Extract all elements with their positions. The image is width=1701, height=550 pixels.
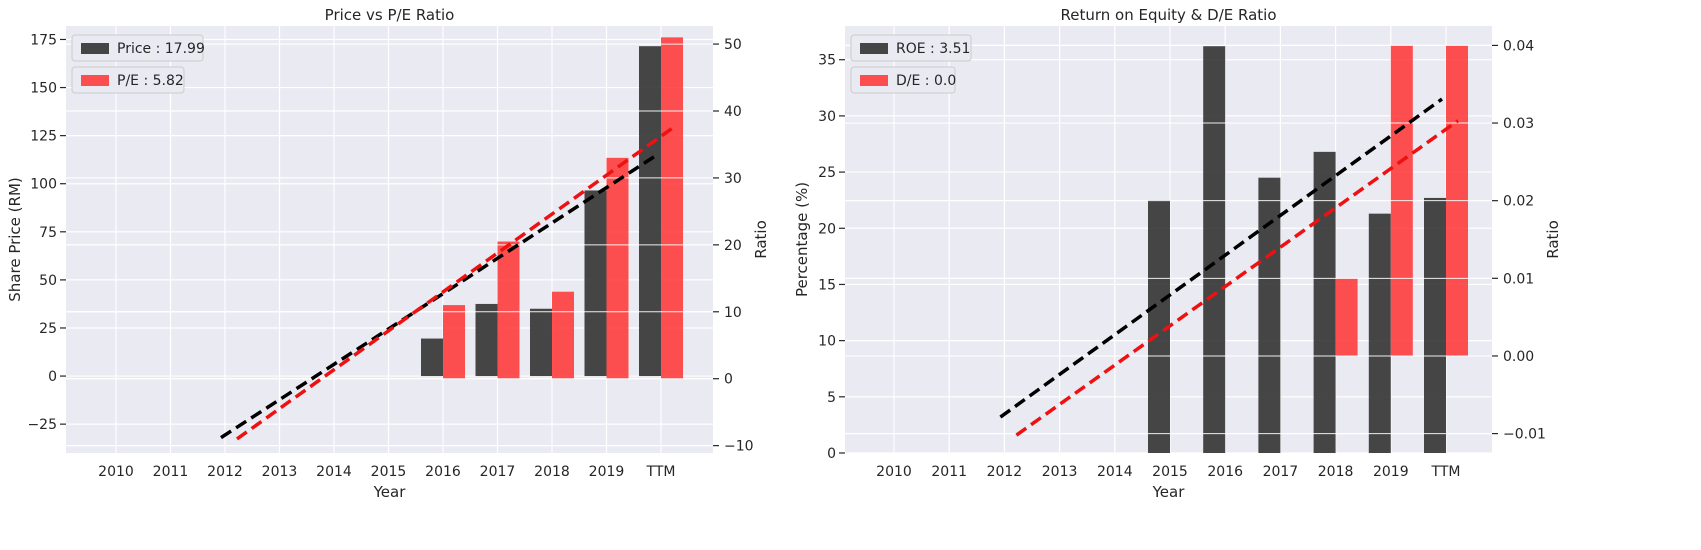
- legend-swatch: [860, 75, 888, 86]
- x-tick-label: 2019: [589, 464, 625, 480]
- y-tick-label: 50: [39, 273, 57, 289]
- y-right-tick-label: 0.03: [1503, 116, 1534, 132]
- y-right-tick-label: 20: [724, 238, 742, 254]
- x-tick-label: 2013: [262, 464, 298, 480]
- x-axis-label: Year: [373, 483, 407, 501]
- x-tick-label: 2019: [1373, 464, 1409, 480]
- legend-secondary: P/E : 5.82: [71, 66, 185, 94]
- y-tick-label: 175: [30, 32, 57, 48]
- bar-primary-2015: [1148, 200, 1170, 453]
- legend-box: [850, 34, 972, 62]
- trend-line-primary: [999, 97, 1444, 419]
- x-tick-label: 2010: [98, 464, 134, 480]
- y-tick-label: 150: [30, 81, 57, 97]
- y-tick-label: 0: [48, 369, 57, 385]
- trend-line-primary: [220, 153, 658, 440]
- y-tick-label: 5: [827, 390, 836, 406]
- y-right-tick-label: 40: [724, 104, 742, 120]
- x-tick-label: TTM: [646, 464, 676, 480]
- bar-secondary-2018: [1335, 278, 1358, 356]
- x-tick-label: 2012: [987, 464, 1023, 480]
- x-tick-label: 2016: [1207, 464, 1243, 480]
- y-tick-label: 25: [39, 321, 57, 337]
- y-tick-label: 100: [30, 177, 57, 193]
- bar-primary-2019: [584, 190, 607, 377]
- x-tick-label: 2017: [480, 464, 516, 480]
- y-right-tick-label: 10: [724, 305, 742, 321]
- chart-panel-2: 0 5 10 15 20 25 30 35 −0.01 0.00 0.01 0.02 0.03 0.04 2…: [793, 6, 1562, 501]
- x-tick-label: 2015: [1152, 464, 1188, 480]
- y-tick-label: 35: [818, 53, 836, 69]
- y-tick-label: 0: [827, 446, 836, 462]
- y-tick-label: 75: [39, 225, 57, 241]
- bar-primary-2016: [421, 338, 443, 377]
- y-right-axis-label: Ratio: [1544, 220, 1562, 259]
- legend-primary: Price : 17.99: [71, 34, 205, 62]
- bar-primary-2018: [530, 308, 552, 377]
- x-tick-label: 2011: [153, 464, 189, 480]
- x-tick-label: 2015: [371, 464, 407, 480]
- x-tick-label: 2011: [931, 464, 967, 480]
- bar-primary-2016: [1203, 46, 1226, 453]
- bar-secondary-2019: [606, 157, 629, 379]
- bar-primary-TTM: [1424, 197, 1446, 453]
- bar-primary-2019: [1368, 213, 1391, 453]
- y-right-tick-label: −0.01: [1503, 427, 1546, 443]
- y-right-tick-label: 50: [724, 37, 742, 53]
- legend-swatch: [81, 43, 109, 54]
- x-tick-label: 2010: [876, 464, 912, 480]
- y-tick-label: −25: [27, 417, 57, 433]
- x-tick-label: 2018: [534, 464, 570, 480]
- bar-primary-2017: [1258, 177, 1281, 453]
- y-tick-label: 15: [818, 277, 836, 293]
- bar-primary-2018: [1313, 151, 1336, 453]
- y-right-tick-label: 0.00: [1503, 349, 1534, 365]
- x-tick-label: TTM: [1431, 464, 1461, 480]
- legend-swatch: [860, 43, 888, 54]
- chart-title: Price vs P/E Ratio: [325, 6, 455, 24]
- y-axis-label: Percentage (%): [793, 182, 811, 297]
- y-axis-label: Share Price (RM): [6, 177, 24, 301]
- chart-panel-1: −25 0 25 50 75 100 125 150 175 −10 0 10 20 30 40 50 2010…: [6, 6, 770, 501]
- legend-label: D/E : 0.0: [896, 73, 956, 89]
- x-tick-label: 2014: [1097, 464, 1133, 480]
- bar-secondary-2017: [497, 241, 520, 379]
- x-axis-label: Year: [1152, 483, 1186, 501]
- legend-label: ROE : 3.51: [896, 41, 970, 57]
- trend-line-secondary: [1015, 119, 1460, 437]
- y-tick-label: 30: [818, 109, 836, 125]
- legend-secondary: D/E : 0.0: [850, 66, 956, 94]
- y-tick-label: 125: [30, 129, 57, 145]
- legend-label: P/E : 5.82: [117, 73, 184, 89]
- y-tick-label: 25: [818, 165, 836, 181]
- legend-swatch: [81, 75, 109, 86]
- y-right-tick-label: 0: [724, 372, 733, 388]
- y-right-tick-label: −10: [724, 439, 754, 455]
- y-right-tick-label: 0.04: [1503, 38, 1534, 54]
- y-right-axis-label: Ratio: [752, 220, 770, 259]
- y-right-tick-label: 30: [724, 171, 742, 187]
- x-tick-label: 2012: [207, 464, 243, 480]
- legend-box: [850, 66, 956, 94]
- legend-label: Price : 17.99: [117, 41, 205, 57]
- y-right-tick-label: 0.01: [1503, 271, 1534, 287]
- legend-primary: ROE : 3.51: [850, 34, 972, 62]
- x-tick-label: 2016: [425, 464, 461, 480]
- x-tick-label: 2018: [1318, 464, 1354, 480]
- x-tick-label: 2017: [1263, 464, 1299, 480]
- y-tick-label: 20: [818, 221, 836, 237]
- chart-title: Return on Equity & D/E Ratio: [1060, 6, 1276, 24]
- bar-secondary-2018: [552, 291, 574, 379]
- bar-primary-2017: [475, 303, 498, 377]
- legend-box: [71, 66, 185, 94]
- y-tick-label: 10: [818, 334, 836, 350]
- y-right-tick-label: 0.02: [1503, 194, 1534, 210]
- x-tick-label: 2013: [1042, 464, 1078, 480]
- bar-secondary-2016: [443, 305, 465, 379]
- bar-secondary-TTM: [661, 37, 683, 379]
- x-tick-label: 2014: [316, 464, 352, 480]
- legend-box: [71, 34, 204, 62]
- bar-primary-TTM: [639, 46, 661, 377]
